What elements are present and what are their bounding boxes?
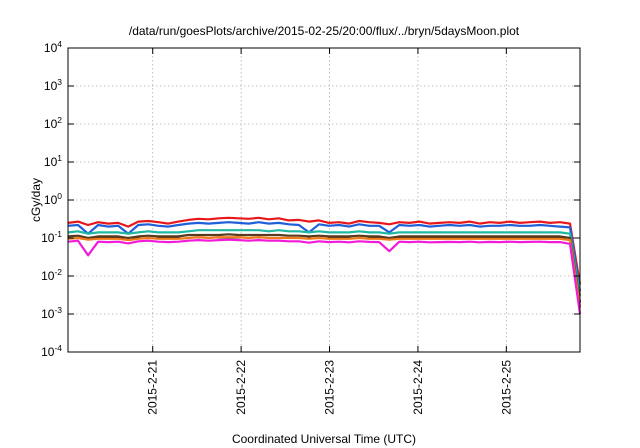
y-tick-label: 102 [44,115,62,131]
y-tick-label: 10-4 [41,343,62,359]
x-axis-ticks: 2015-2-21 2015-2-22 2015-2-23 2015-2-24 2015… [146,48,513,415]
x-tick-label: 2015-2-21 [146,360,160,415]
series-line-3 [67,229,582,297]
x-tick-label: 2015-2-25 [499,360,513,415]
y-tick-label: 10-3 [41,305,62,321]
grid [68,48,580,352]
y-axis-ticks: 10-4 10-3 10-2 10-1 100 101 102 103 104 [41,39,580,359]
series-line-5 [67,236,582,308]
y-axis-label: cGy/day [29,178,43,222]
y-tick-label: 101 [44,153,62,169]
series-line-1 [67,216,582,285]
series-line-2 [67,221,582,292]
series-layer [67,216,582,315]
y-tick-label: 103 [44,77,62,93]
x-tick-label: 2015-2-24 [411,360,425,415]
y-tick-label: 10-2 [41,267,62,283]
y-tick-label: 104 [44,39,62,55]
series-line-4 [67,233,582,303]
chart-title: /data/run/goesPlots/archive/2015-02-25/2… [129,24,520,38]
series-line-6 [67,238,582,315]
x-axis-label: Coordinated Universal Time (UTC) [232,432,416,446]
x-tick-label: 2015-2-22 [234,360,248,415]
y-tick-label: 10-1 [41,229,62,245]
x-tick-label: 2015-2-23 [323,360,337,415]
y-tick-label: 100 [44,191,62,207]
